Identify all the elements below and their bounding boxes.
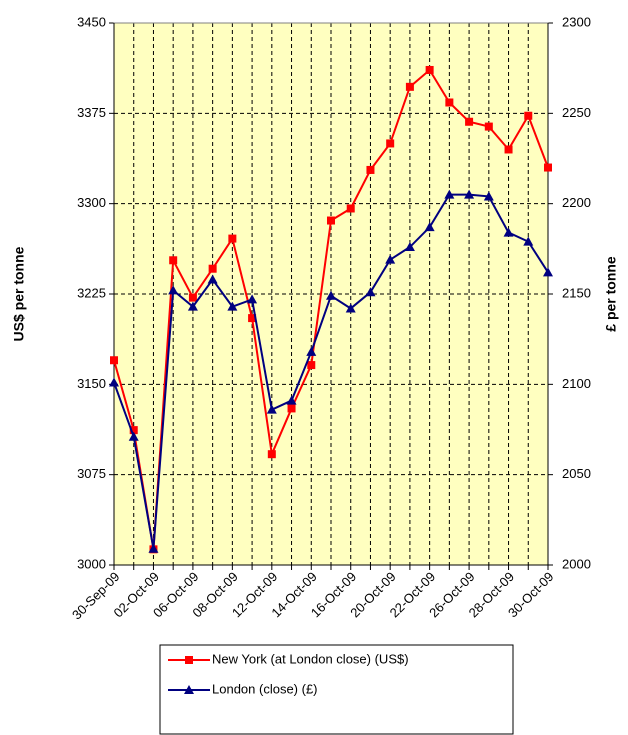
marker xyxy=(465,117,474,126)
marker xyxy=(184,685,194,694)
marker xyxy=(385,254,396,264)
marker xyxy=(129,426,138,435)
marker xyxy=(405,82,414,91)
marker xyxy=(228,234,237,243)
marker xyxy=(227,301,238,311)
marker xyxy=(483,191,494,201)
y2-axis-title: £ per tonne xyxy=(603,256,619,332)
y2-tick-label: 2150 xyxy=(562,285,591,300)
marker xyxy=(306,346,317,356)
y2-tick-label: 2100 xyxy=(562,376,591,391)
marker xyxy=(404,242,415,252)
marker xyxy=(247,294,258,304)
marker xyxy=(504,145,513,154)
marker xyxy=(287,404,296,413)
marker xyxy=(207,274,218,284)
marker xyxy=(543,267,553,277)
marker xyxy=(188,293,197,302)
legend xyxy=(159,644,514,735)
marker xyxy=(445,98,454,107)
marker xyxy=(326,290,336,300)
y-tick-label: 3225 xyxy=(77,285,106,300)
y-tick-label: 3450 xyxy=(77,14,106,29)
y-axis-title: US$ per tonne xyxy=(11,246,27,341)
marker xyxy=(484,122,493,131)
legend-label: New York (at London close) (US$) xyxy=(212,651,409,666)
marker xyxy=(523,236,534,246)
marker xyxy=(168,285,179,295)
y2-tick-label: 2000 xyxy=(562,556,591,571)
y-tick-label: 3075 xyxy=(77,466,106,481)
y2-tick-label: 2050 xyxy=(562,466,591,481)
marker xyxy=(365,287,376,297)
y2-tick-label: 2250 xyxy=(562,105,591,120)
legend-label: London (close) (£) xyxy=(212,681,318,696)
marker xyxy=(345,303,356,313)
marker xyxy=(425,65,434,74)
marker xyxy=(248,314,257,323)
marker xyxy=(286,395,297,405)
marker xyxy=(169,256,178,265)
y-tick-label: 3000 xyxy=(77,556,106,571)
marker xyxy=(503,227,514,237)
marker xyxy=(346,204,355,213)
marker xyxy=(424,222,435,232)
y2-tick-label: 2200 xyxy=(562,195,591,210)
marker xyxy=(267,450,276,459)
marker xyxy=(109,377,119,387)
marker xyxy=(444,189,455,199)
y2-tick-label: 2300 xyxy=(562,14,591,29)
marker xyxy=(544,163,552,172)
marker xyxy=(307,361,316,370)
marker xyxy=(148,543,159,553)
marker xyxy=(464,189,475,199)
marker xyxy=(366,165,375,174)
marker xyxy=(185,656,193,664)
marker xyxy=(327,216,335,225)
marker xyxy=(386,139,395,148)
y-tick-label: 3300 xyxy=(77,195,106,210)
marker xyxy=(110,356,118,365)
y-tick-label: 3375 xyxy=(77,105,106,120)
marker xyxy=(524,111,533,120)
marker xyxy=(187,301,198,311)
y-tick-label: 3150 xyxy=(77,376,106,391)
marker xyxy=(128,431,139,441)
marker xyxy=(208,264,217,273)
marker xyxy=(266,404,277,414)
